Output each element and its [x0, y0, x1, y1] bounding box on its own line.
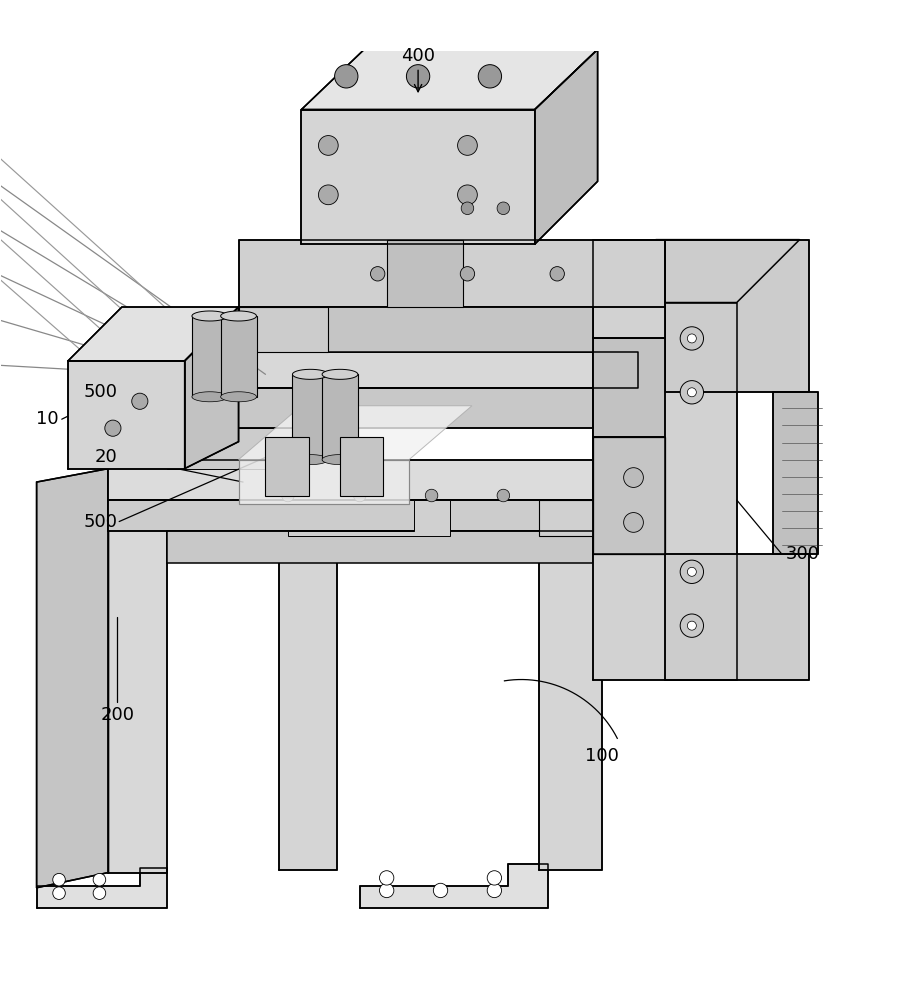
Polygon shape [191, 316, 227, 397]
Circle shape [461, 202, 474, 215]
Polygon shape [322, 455, 358, 465]
Circle shape [550, 267, 565, 281]
Polygon shape [68, 307, 238, 361]
Circle shape [53, 887, 66, 899]
Polygon shape [68, 361, 184, 469]
Polygon shape [593, 338, 665, 437]
Polygon shape [387, 240, 463, 307]
Text: 500: 500 [84, 383, 118, 401]
Polygon shape [322, 374, 358, 460]
Polygon shape [166, 428, 297, 469]
Polygon shape [279, 482, 337, 870]
Polygon shape [37, 469, 109, 888]
Polygon shape [238, 406, 472, 460]
Circle shape [681, 327, 704, 350]
Text: 100: 100 [585, 747, 619, 765]
Circle shape [478, 65, 502, 88]
Circle shape [132, 393, 148, 409]
Polygon shape [109, 500, 611, 531]
Circle shape [334, 65, 358, 88]
Circle shape [487, 871, 502, 885]
Text: 10: 10 [37, 410, 59, 428]
Circle shape [487, 883, 502, 898]
Text: 500: 500 [84, 513, 118, 531]
Polygon shape [109, 460, 656, 500]
Text: 20: 20 [94, 448, 118, 466]
Polygon shape [593, 437, 665, 554]
Polygon shape [166, 388, 593, 428]
Polygon shape [301, 110, 535, 244]
Text: 400: 400 [401, 47, 435, 92]
Circle shape [93, 873, 106, 886]
Polygon shape [772, 392, 817, 554]
Polygon shape [220, 311, 256, 321]
Polygon shape [166, 352, 638, 388]
Circle shape [681, 614, 704, 637]
Circle shape [406, 65, 430, 88]
Circle shape [433, 883, 448, 898]
Polygon shape [238, 240, 665, 307]
Circle shape [379, 883, 394, 898]
Circle shape [688, 334, 697, 343]
Circle shape [458, 185, 477, 205]
Polygon shape [288, 500, 450, 536]
Text: 200: 200 [101, 706, 134, 724]
Circle shape [624, 513, 644, 532]
Circle shape [458, 136, 477, 155]
Polygon shape [360, 864, 548, 908]
Circle shape [105, 420, 121, 436]
Polygon shape [166, 531, 593, 563]
Text: 300: 300 [786, 545, 820, 563]
Polygon shape [184, 307, 238, 469]
Circle shape [318, 185, 338, 205]
Circle shape [379, 871, 394, 885]
Polygon shape [192, 311, 227, 321]
Circle shape [688, 621, 697, 630]
Circle shape [497, 489, 510, 502]
Polygon shape [292, 455, 328, 465]
Circle shape [688, 388, 697, 397]
Circle shape [353, 489, 366, 502]
Circle shape [370, 267, 385, 281]
Polygon shape [535, 49, 598, 244]
Circle shape [681, 560, 704, 583]
Polygon shape [340, 437, 383, 496]
Circle shape [93, 887, 106, 899]
Circle shape [318, 136, 338, 155]
Circle shape [425, 489, 438, 502]
Polygon shape [301, 49, 598, 110]
Polygon shape [109, 464, 166, 873]
Polygon shape [37, 868, 166, 908]
Polygon shape [238, 307, 593, 352]
Circle shape [497, 202, 510, 215]
Polygon shape [665, 240, 808, 392]
Polygon shape [593, 240, 799, 303]
Polygon shape [192, 392, 227, 402]
Polygon shape [593, 303, 737, 680]
Polygon shape [539, 500, 602, 536]
Polygon shape [238, 460, 409, 504]
Polygon shape [539, 536, 602, 870]
Polygon shape [593, 240, 665, 338]
Polygon shape [220, 316, 256, 397]
Circle shape [53, 873, 66, 886]
Polygon shape [322, 369, 358, 379]
Circle shape [681, 381, 704, 404]
Polygon shape [292, 369, 328, 379]
Polygon shape [265, 437, 308, 496]
Polygon shape [220, 392, 256, 402]
Polygon shape [238, 307, 328, 352]
Circle shape [624, 468, 644, 487]
Polygon shape [292, 374, 328, 460]
Circle shape [688, 567, 697, 576]
Polygon shape [665, 554, 808, 680]
Circle shape [460, 267, 475, 281]
Circle shape [281, 489, 294, 502]
